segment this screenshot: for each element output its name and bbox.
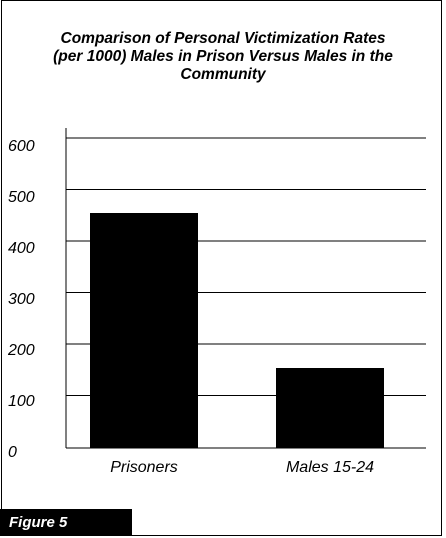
- y-tick-label: 500: [8, 189, 35, 206]
- y-tick-label: 300: [8, 291, 35, 308]
- y-tick-label: 200: [7, 342, 35, 359]
- y-tick-label: 600: [8, 138, 35, 155]
- x-tick-labels: Prisoners Males 15-24: [110, 459, 374, 476]
- y-tick-labels: 600 500 400 300 200 100 0: [7, 138, 35, 461]
- y-tick-label: 400: [8, 240, 35, 257]
- x-tick-label: Prisoners: [110, 459, 178, 476]
- bar: [90, 213, 198, 448]
- y-tick-label: 0: [8, 444, 17, 461]
- chart-title: Comparison of Personal Victimization Rat…: [53, 30, 393, 83]
- figure-label: Figure 5: [0, 509, 132, 536]
- y-tick-label: 100: [8, 393, 35, 410]
- bar: [276, 368, 384, 448]
- bars: [90, 213, 384, 448]
- x-tick-label: Males 15-24: [286, 459, 374, 476]
